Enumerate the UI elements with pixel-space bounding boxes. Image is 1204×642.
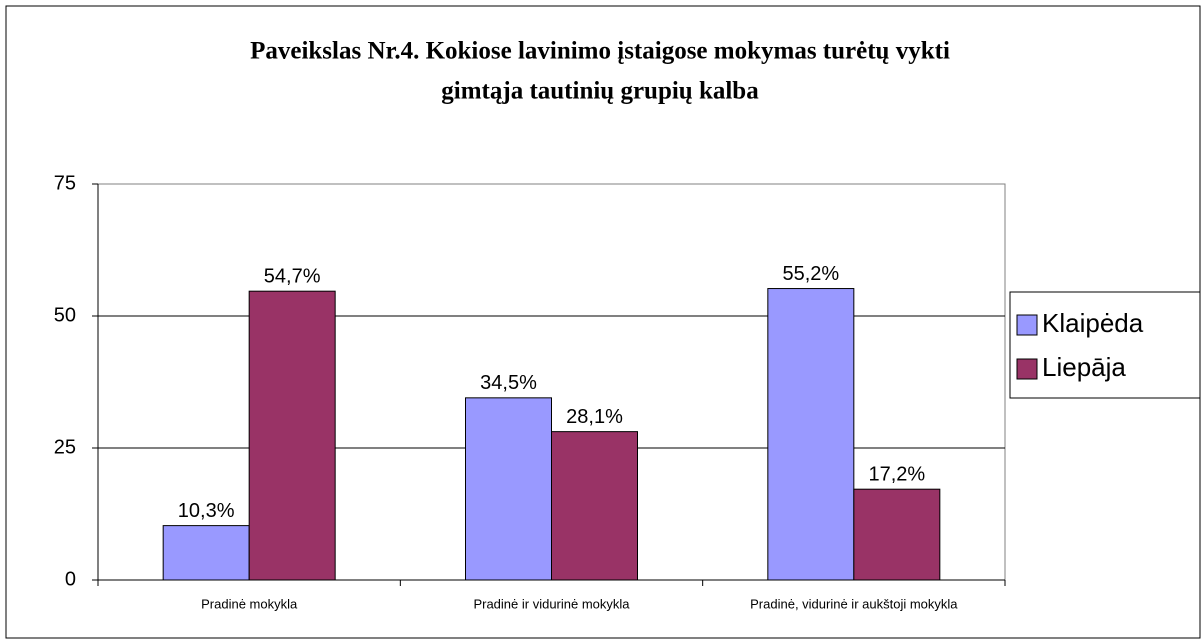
chart-title: gimtąja tautinių grupių kalba (441, 78, 759, 105)
chart-title: Paveikslas Nr.4. Kokiose lavinimo įstaig… (250, 38, 950, 65)
x-tick-label: Pradinė, vidurinė ir aukštoji mokykla (750, 596, 958, 611)
y-tick-label: 75 (54, 172, 76, 194)
bar (248, 290, 336, 581)
y-tick-label: 0 (65, 568, 76, 590)
value-label: 34,5% (480, 372, 537, 394)
value-label: 10,3% (178, 500, 235, 522)
bar (767, 288, 855, 581)
x-tick-label: Pradinė mokykla (201, 596, 298, 611)
x-tick-label: Pradinė ir vidurinė mokykla (473, 596, 630, 611)
legend-label: Klaipėda (1042, 308, 1144, 338)
y-tick-label: 25 (54, 436, 76, 458)
value-label: 28,1% (566, 406, 623, 428)
bar (853, 488, 941, 581)
bar (551, 431, 638, 581)
legend-swatch (1016, 314, 1038, 336)
value-label: 54,7% (264, 265, 321, 287)
value-label: 55,2% (782, 263, 839, 285)
legend-swatch (1016, 358, 1038, 380)
legend-label: Liepāja (1042, 352, 1126, 382)
legend (1009, 291, 1201, 399)
y-tick-label: 50 (54, 304, 76, 326)
bar (162, 525, 250, 581)
bar (465, 397, 552, 581)
value-label: 17,2% (868, 463, 925, 485)
